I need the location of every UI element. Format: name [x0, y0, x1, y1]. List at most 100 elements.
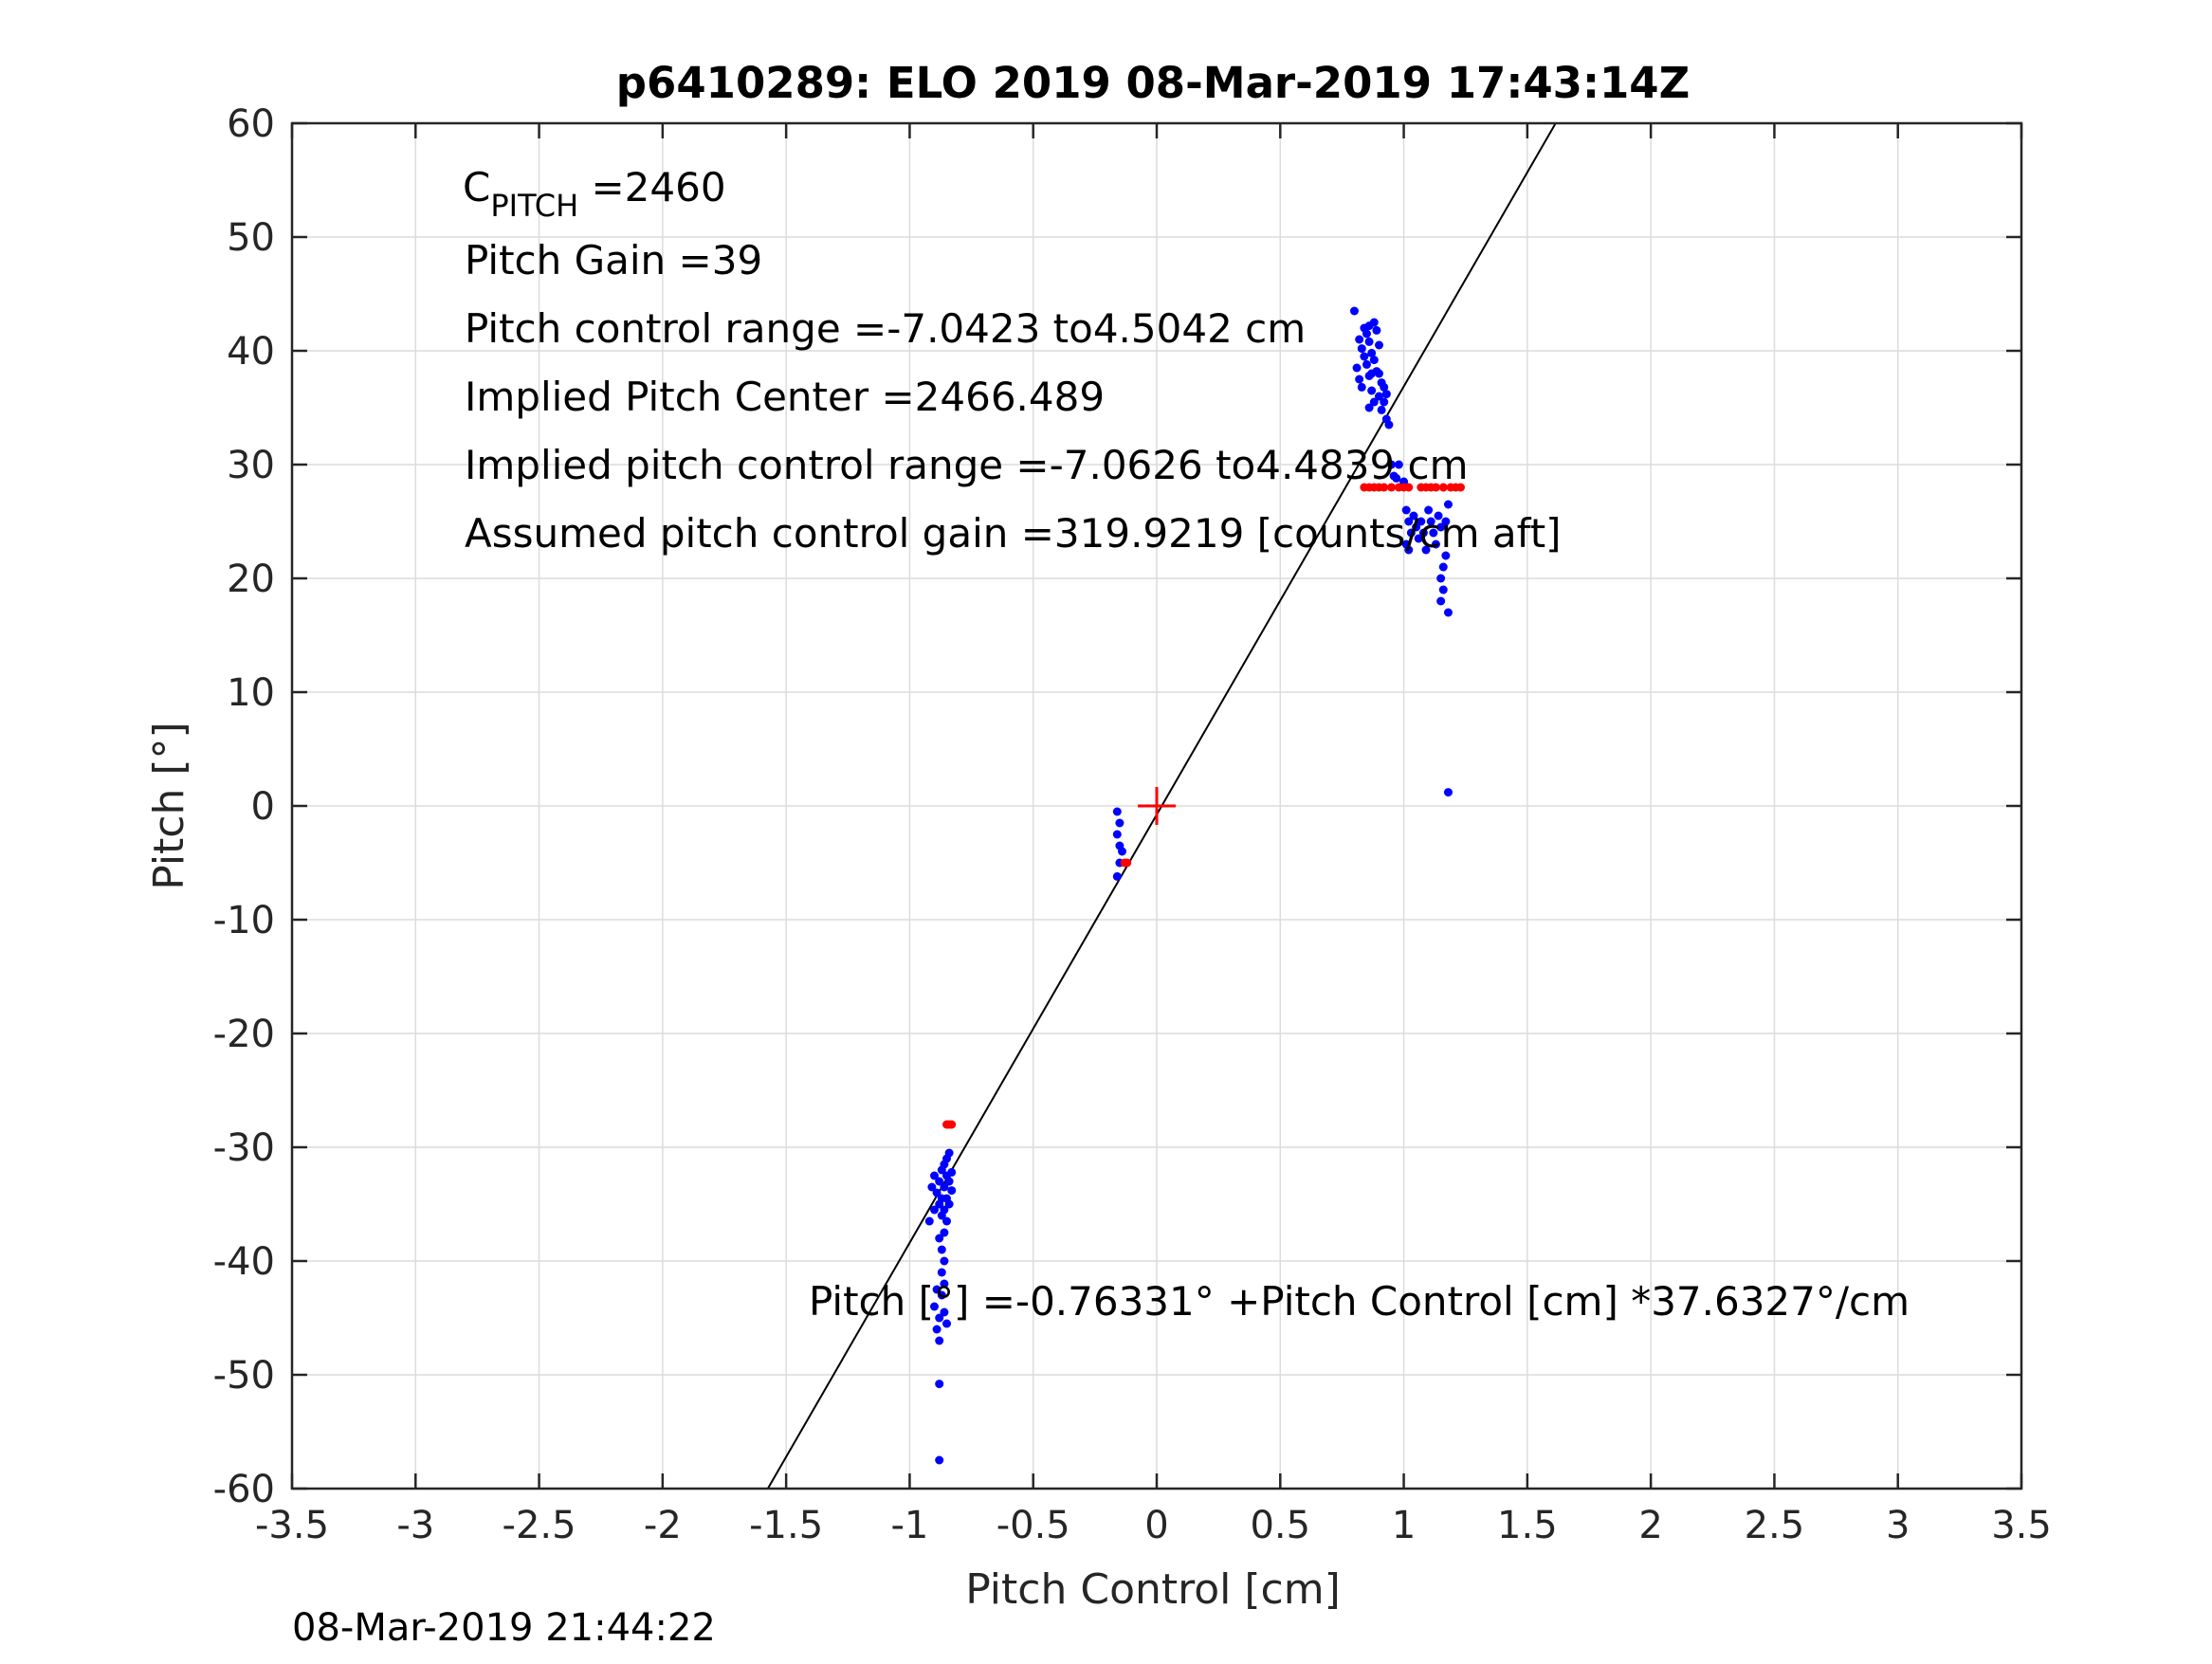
- data-point: [1123, 858, 1132, 868]
- data-point: [937, 1245, 946, 1254]
- data-point: [1436, 522, 1446, 532]
- data-point: [944, 1177, 954, 1186]
- data-point: [1369, 356, 1379, 365]
- x-tick-label: -2: [644, 1504, 682, 1547]
- data-point: [932, 1285, 941, 1294]
- y-tick-label: -60: [213, 1468, 275, 1511]
- data-point: [1443, 500, 1453, 509]
- data-point: [1421, 545, 1431, 555]
- data-point: [1367, 369, 1377, 378]
- data-point: [1387, 460, 1397, 469]
- data-point: [937, 1165, 946, 1175]
- c-pitch-value: =2460: [578, 164, 725, 210]
- x-tick-label: 3.5: [1991, 1504, 2052, 1547]
- y-axis-label: Pitch [°]: [145, 722, 193, 889]
- data-point: [1380, 483, 1389, 492]
- data-point: [1112, 830, 1122, 839]
- data-point: [1438, 585, 1448, 594]
- footer-timestamp: 08-Mar-2019 21:44:22: [292, 1606, 716, 1650]
- data-point: [1434, 511, 1443, 521]
- data-point: [929, 1302, 939, 1311]
- data-point: [935, 1455, 944, 1465]
- y-tick-label: -40: [213, 1240, 275, 1284]
- axis-ticks: -3.5 -3 -2.5 -2 -1.5 -1 -0.5 0 0.5 1 1.5 2 2.5 3 3.5 -6…: [213, 102, 2052, 1547]
- data-point: [1394, 460, 1403, 469]
- data-point: [940, 1279, 949, 1289]
- annotation-implied-pitch-center: Implied Pitch Center =2466.489: [465, 374, 1105, 420]
- y-tick-label: -10: [213, 899, 275, 942]
- data-point: [1392, 473, 1401, 483]
- x-axis-label: Pitch Control [cm]: [965, 1565, 1341, 1614]
- annotation-pitch-control-range: Pitch control range =-7.0423 to4.5042 cm: [465, 305, 1306, 352]
- data-point: [1360, 352, 1369, 361]
- x-tick-label: 3: [1886, 1504, 1910, 1547]
- center-plus-marker: [1138, 787, 1176, 825]
- data-point: [1404, 545, 1414, 555]
- data-point: [1112, 807, 1122, 816]
- blue-series: [924, 306, 1453, 1465]
- y-tick-label: -30: [213, 1126, 275, 1170]
- data-point: [1384, 420, 1394, 430]
- data-point: [1112, 871, 1122, 881]
- data-point: [937, 1290, 946, 1300]
- data-point: [932, 1325, 941, 1334]
- y-tick-label: 50: [227, 216, 275, 260]
- data-point: [1367, 348, 1377, 357]
- data-point: [1431, 539, 1440, 549]
- data-point: [940, 1256, 949, 1266]
- x-tick-label: 2: [1638, 1504, 1662, 1547]
- data-point: [1401, 505, 1411, 515]
- data-point: [1380, 382, 1389, 392]
- data-point: [940, 1228, 949, 1237]
- data-point: [929, 1171, 939, 1180]
- data-point: [1404, 517, 1414, 526]
- data-point: [1438, 562, 1448, 572]
- x-tick-label: 2.5: [1745, 1504, 1805, 1547]
- data-point: [1417, 517, 1426, 526]
- data-point: [947, 1120, 957, 1129]
- c-pitch-symbol: C: [463, 164, 490, 210]
- annotations: CPITCH =2460 Pitch Gain =39 Pitch contro…: [463, 164, 1910, 1325]
- y-tick-label: -20: [213, 1013, 275, 1056]
- x-tick-label: -0.5: [996, 1504, 1070, 1547]
- data-point: [1364, 337, 1374, 346]
- data-point: [1431, 483, 1440, 492]
- data-point: [1349, 306, 1359, 316]
- data-point: [1357, 344, 1366, 354]
- data-point: [1404, 483, 1414, 492]
- x-tick-label: 0.5: [1250, 1504, 1310, 1547]
- data-point: [942, 1319, 952, 1328]
- y-tick-label: 30: [227, 444, 275, 487]
- y-tick-label: -50: [213, 1354, 275, 1398]
- data-point: [1438, 483, 1448, 492]
- chart-title: p6410289: ELO 2019 08-Mar-2019 17:43:14Z: [616, 58, 1690, 108]
- data-point: [1456, 483, 1466, 492]
- data-point: [935, 1234, 944, 1243]
- center-marker-layer: [1138, 787, 1176, 825]
- data-point: [935, 1380, 944, 1389]
- annotation-c-pitch: CPITCH =2460: [463, 164, 726, 224]
- data-point: [1441, 551, 1451, 560]
- data-point: [937, 1211, 946, 1220]
- x-tick-label: -3.5: [255, 1504, 329, 1547]
- annotation-implied-pitch-control-range: Implied pitch control range =-7.0626 to4…: [465, 442, 1469, 488]
- data-points: [924, 306, 1466, 1465]
- data-point: [935, 1177, 944, 1186]
- data-point: [1441, 517, 1451, 526]
- data-point: [1443, 608, 1453, 617]
- red-series: [942, 483, 1466, 1129]
- data-point: [935, 1336, 944, 1345]
- data-point: [1375, 369, 1384, 378]
- data-point: [1424, 505, 1434, 515]
- data-point: [1418, 528, 1428, 538]
- data-point: [1375, 392, 1384, 401]
- y-tick-label: 0: [251, 785, 275, 829]
- data-point: [1369, 397, 1379, 407]
- annotation-pitch-gain: Pitch Gain =39: [465, 237, 762, 283]
- data-point: [1372, 325, 1381, 335]
- data-point: [932, 1188, 941, 1198]
- data-point: [1367, 386, 1377, 395]
- data-point: [1387, 483, 1397, 492]
